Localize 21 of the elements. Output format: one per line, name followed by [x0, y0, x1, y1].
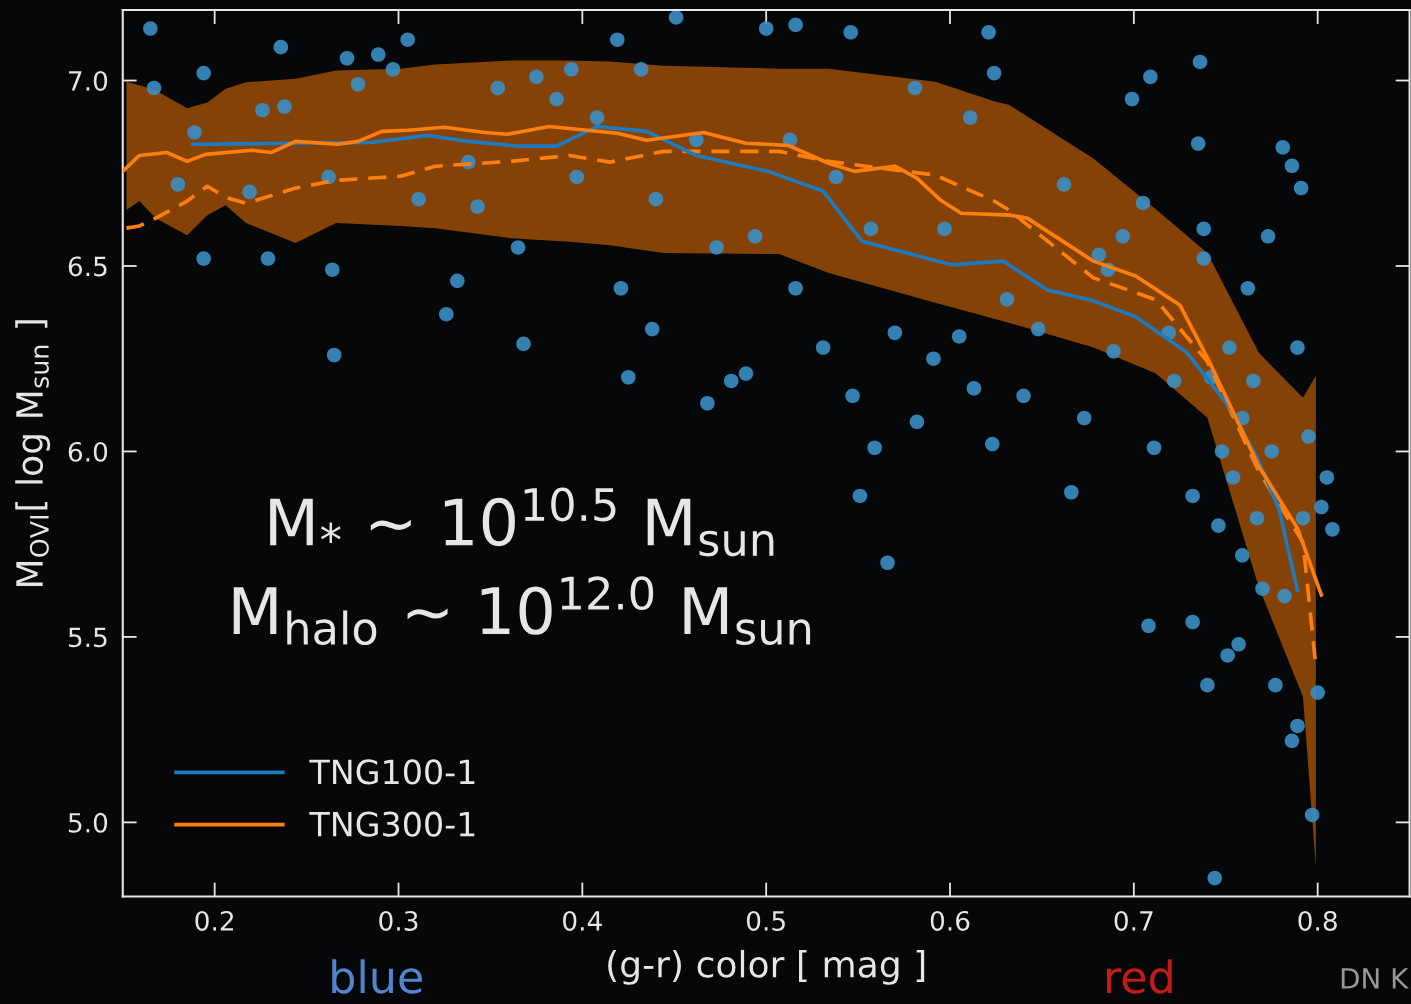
y-axis-title: M$_{OVI}$[ log M$_{sun}$ ] [15, 320, 51, 587]
x-axis-title: (g-r) color [ mag ] [608, 949, 925, 985]
y-tick-label: 5.5 [68, 627, 107, 648]
text: red [1106, 959, 1172, 994]
text: DN K [1341, 968, 1409, 989]
annotation: M$_{*}$ ~ 10$^{10.5}$ M$_{sun}$ [270, 487, 774, 557]
x-tick-label: 0.5 [746, 910, 785, 931]
x-tick-label: 0.2 [195, 910, 234, 931]
x-tick-label: 0.3 [379, 910, 418, 931]
text: blue [332, 959, 422, 994]
y-tick-label: 5.0 [68, 812, 108, 833]
x-tick-label: 0.6 [930, 910, 970, 931]
y-tick-label: 7.0 [69, 70, 108, 91]
y-tick-label: 6.5 [68, 256, 107, 277]
x-tick-label: 0.4 [563, 910, 602, 931]
x-tick-label: 0.8 [1298, 910, 1337, 931]
x-tick-label: 0.7 [1114, 910, 1153, 931]
annotation: M$_{halo}$ ~ 10$^{12.0}$ M$_{sun}$ [233, 576, 811, 646]
y-tick-label: 6.0 [68, 441, 108, 462]
legend-label: TNG300-1 [309, 811, 475, 837]
legend-label: TNG100-1 [309, 759, 475, 785]
